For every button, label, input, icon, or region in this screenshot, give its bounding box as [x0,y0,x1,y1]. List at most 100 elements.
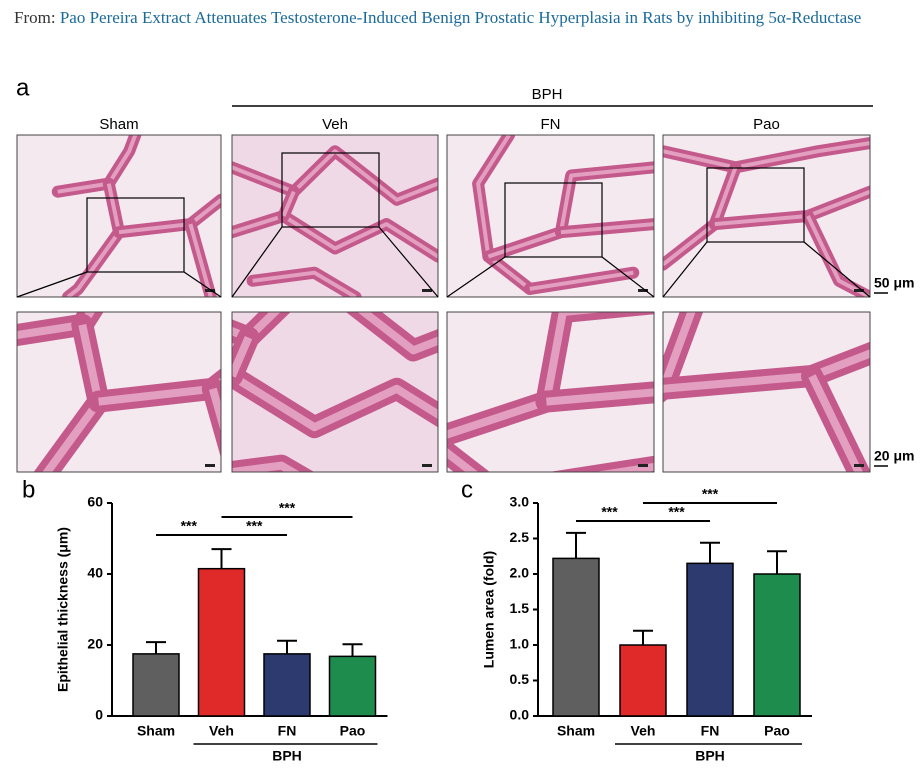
stroma [546,388,654,406]
y-tick-label: 0.0 [510,707,530,723]
frame [446,134,655,298]
micrograph [16,134,222,298]
bar [686,562,734,717]
tissue [663,137,870,297]
column-label: Pao [753,116,780,133]
x-tick-label: Pao [340,723,366,739]
stroma [560,222,654,235]
tissue [17,312,221,472]
stroma [17,312,96,340]
zoom-line [803,241,871,298]
bar [753,573,801,717]
stroma [252,270,357,297]
tissue [447,312,654,472]
micrograph [231,311,439,473]
y-tick-label: 1.0 [510,636,530,652]
source-header: From: Pao Pereira Extract Attenuates Tes… [14,4,894,32]
tissue [232,145,438,297]
significance-label: *** [279,500,296,516]
inset-box [281,152,380,228]
zoom-line [378,226,439,298]
x-tick-label: Sham [557,723,595,739]
bar [552,557,600,717]
frame [231,134,439,298]
stroma [663,141,870,170]
from-prefix: From: [14,8,56,27]
stroma [281,190,296,217]
bar [263,653,311,717]
scale-bar [854,464,864,467]
zoom-line [16,271,88,298]
group-label: BPH [532,86,563,103]
zoom-line [183,271,222,298]
y-tick-label: 0 [95,707,103,723]
significance-label: *** [601,504,618,520]
stroma [487,165,654,259]
x-tick-label: FN [701,723,720,739]
stroma [232,214,438,259]
column-label: Sham [99,116,138,133]
zoom-line [662,241,708,298]
scale-label: 50 μm [874,275,914,291]
y-axis-title: Lumen area (fold) [481,551,497,668]
stroma [232,461,301,472]
panel-label: a [16,74,30,101]
zoom-line [231,226,283,298]
stroma [232,149,438,202]
micrograph [231,134,439,298]
stroma [42,323,103,472]
y-tick-label: 0.5 [510,671,530,687]
scale-bar [854,289,864,292]
y-tick-label: 3.0 [510,494,530,510]
stroma [529,270,634,291]
y-tick-label: 1.5 [510,600,530,616]
x-tick-label: FN [278,723,297,739]
significance-label: *** [668,504,685,520]
frame [662,311,871,473]
stroma [594,462,654,472]
frame [446,311,655,473]
x-tick-label: Sham [137,723,175,739]
tissue [472,135,654,295]
significance-label: *** [246,518,263,534]
panel-label: b [22,476,35,503]
zoom-line [446,256,506,298]
y-tick-label: 2.0 [510,565,530,581]
y-tick-label: 40 [87,565,103,581]
stroma [447,312,605,439]
inset-box [504,182,603,258]
scale-label: 20 μm [874,448,914,464]
scale-bar [422,464,432,467]
stroma [232,336,253,378]
stroma [808,374,864,472]
micrograph [16,311,222,473]
micrograph [662,134,871,298]
x-tick-label: Veh [631,723,656,739]
frame [231,311,439,473]
significance-label: *** [702,486,719,502]
stroma [476,135,532,291]
stroma [57,135,138,194]
inset-box [706,167,805,243]
y-tick-label: 20 [87,636,103,652]
tissue [51,135,221,297]
column-label: FN [541,116,561,133]
stroma [232,312,438,355]
group-label: BPH [695,748,725,764]
x-tick-label: Pao [764,723,790,739]
micrograph [662,311,871,473]
stroma [663,312,696,394]
stroma [208,387,221,433]
bar [619,644,667,717]
scale-bar [205,464,215,467]
frame [16,134,222,298]
stroma [66,183,121,297]
frame [16,311,222,473]
inset-box [86,197,185,273]
article-link[interactable]: Pao Pereira Extract Attenuates Testoster… [59,8,862,27]
zoom-line [601,256,655,298]
group-label: BPH [272,748,302,764]
scale-bar [638,464,648,467]
bar [328,655,377,717]
